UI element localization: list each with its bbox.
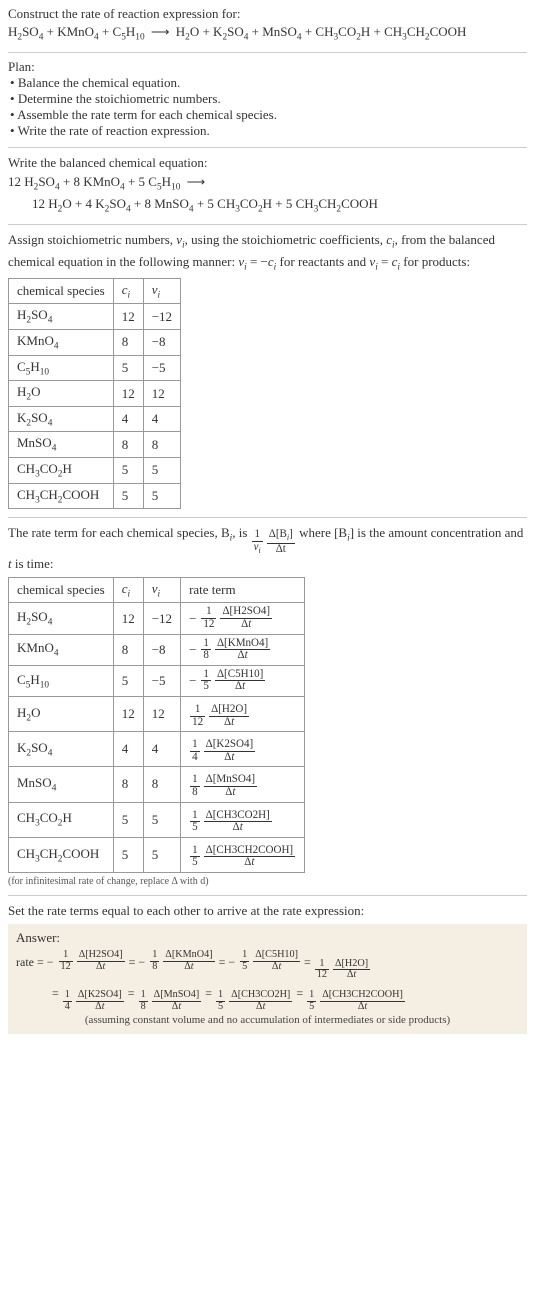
plan-bullet: Balance the chemical equation. — [10, 75, 527, 91]
table-row: H2O1212112 Δ[H2O]Δt — [9, 697, 305, 732]
text: is time: — [12, 556, 54, 571]
text: Δ[B — [269, 528, 287, 540]
text: ] — [289, 528, 293, 540]
divider — [8, 517, 527, 518]
col-rateterm: rate term — [181, 577, 305, 603]
divider — [8, 147, 527, 148]
rate-term-intro: The rate term for each chemical species,… — [8, 524, 527, 573]
stoich-table: chemical species ci νi H2SO412−12KMnO48−… — [8, 278, 181, 509]
unbalanced-equation: H2SO4 + KMnO4 + C5H10 ⟶ H2O + K2SO4 + Mn… — [8, 24, 527, 44]
table-row: C5H105−5−15 Δ[C5H10]Δt — [9, 665, 305, 696]
table-row: H2SO412−12 — [9, 304, 181, 330]
divider — [8, 895, 527, 896]
answer-equation: rate = −112 Δ[H2SO4]Δt = −18 Δ[KMnO4]Δt … — [16, 950, 519, 1013]
divider — [8, 52, 527, 53]
text: for reactants and — [276, 254, 369, 269]
table-row: CH3CH2COOH55 — [9, 483, 181, 509]
intro-prompt: Construct the rate of reaction expressio… — [8, 6, 527, 22]
table-row: CH3CH2COOH5515 Δ[CH3CH2COOH]Δt — [9, 837, 305, 872]
text: for products: — [400, 254, 470, 269]
answer-box: Answer: rate = −112 Δ[H2SO4]Δt = −18 Δ[K… — [8, 924, 527, 1035]
table-row: C5H105−5 — [9, 355, 181, 381]
table-row: CH3CO2H5515 Δ[CH3CO2H]Δt — [9, 802, 305, 837]
col-ci: ci — [113, 278, 143, 304]
plan-bullet: Write the rate of reaction expression. — [10, 123, 527, 139]
plan-bullet: Determine the stoichiometric numbers. — [10, 91, 527, 107]
col-ci: ci — [113, 577, 143, 603]
rate-term-table: chemical species ci νi rate term H2SO412… — [8, 577, 305, 873]
plan-title: Plan: — [8, 59, 527, 75]
table-row: K2SO44414 Δ[K2SO4]Δt — [9, 732, 305, 767]
table-row: KMnO48−8−18 Δ[KMnO4]Δt — [9, 634, 305, 665]
text: , is — [232, 525, 250, 540]
stoich-text: Assign stoichiometric numbers, νi, using… — [8, 231, 527, 273]
col-species: chemical species — [9, 278, 114, 304]
table-row: K2SO444 — [9, 406, 181, 432]
table-row: KMnO48−8 — [9, 330, 181, 356]
plan-bullet: Assemble the rate term for each chemical… — [10, 107, 527, 123]
answer-note: (assuming constant volume and no accumul… — [16, 1014, 519, 1026]
table-row: MnSO48818 Δ[MnSO4]Δt — [9, 767, 305, 802]
text: The rate term for each chemical species,… — [8, 525, 230, 540]
text: ] is the amount concentration and — [350, 525, 524, 540]
text: Δt — [267, 544, 295, 556]
text: , using the stoichiometric coefficients, — [185, 232, 387, 247]
balanced-equation-cont: 12 H2O + 4 K2SO4 + 8 MnSO4 + 5 CH3CO2H +… — [32, 196, 527, 216]
balanced-equation: 12 H2SO4 + 8 KMnO4 + 5 C5H10 ⟶ — [8, 174, 527, 194]
table-row: CH3CO2H55 — [9, 457, 181, 483]
divider — [8, 224, 527, 225]
text: = — [378, 254, 392, 269]
balanced-heading: Write the balanced chemical equation: — [8, 154, 527, 172]
col-nui: νi — [143, 577, 180, 603]
table-row: H2SO412−12−112 Δ[H2SO4]Δt — [9, 603, 305, 634]
text: Assign stoichiometric numbers, — [8, 232, 176, 247]
answer-label: Answer: — [16, 930, 519, 946]
text: where [B — [299, 525, 347, 540]
col-species: chemical species — [9, 577, 114, 603]
table-row: MnSO488 — [9, 432, 181, 458]
table-row: H2O1212 — [9, 381, 181, 407]
text: = − — [247, 254, 268, 269]
table-footnote: (for infinitesimal rate of change, repla… — [8, 876, 527, 887]
final-heading: Set the rate terms equal to each other t… — [8, 902, 527, 920]
col-nui: νi — [143, 278, 180, 304]
